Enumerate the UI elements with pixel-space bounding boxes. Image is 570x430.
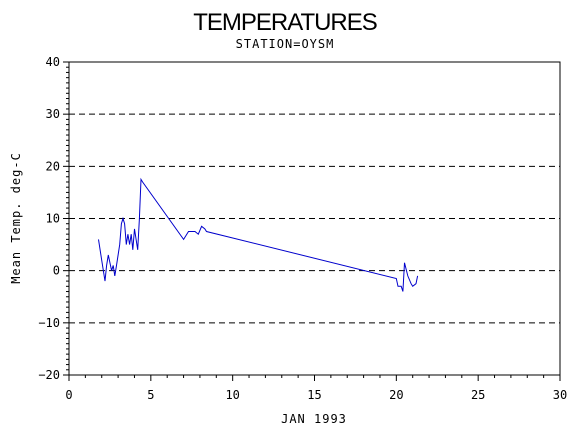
grid-lines [69,61,560,376]
y-tick-label: −10 [38,316,60,330]
y-tick-label: 40 [46,55,60,69]
series-line [98,177,419,292]
y-tick-label: 10 [46,212,60,226]
y-tick-label: 0 [53,264,60,278]
chart-title: TEMPERATURES [193,9,377,36]
x-tick-label: 10 [225,388,239,402]
x-tick-label: 0 [65,388,72,402]
chart-subtitle: STATION=OYSM [236,37,335,51]
y-tick-label: −20 [38,368,60,382]
y-axis-label: Mean Temp. deg-C [9,152,23,284]
y-tick-label: 20 [46,159,60,173]
x-tick-label: 5 [147,388,154,402]
x-tick-label: 30 [553,388,567,402]
y-tick-label: 30 [46,107,60,121]
x-tick-label: 25 [471,388,485,402]
x-tick-label: 20 [389,388,403,402]
axis-ticks: −20 −10 0 10 20 30 40 0 5 10 15 20 25 30 [38,55,567,402]
x-axis-label: JAN 1993 [281,412,347,426]
series-layer [98,177,419,292]
x-tick-label: 15 [307,388,321,402]
